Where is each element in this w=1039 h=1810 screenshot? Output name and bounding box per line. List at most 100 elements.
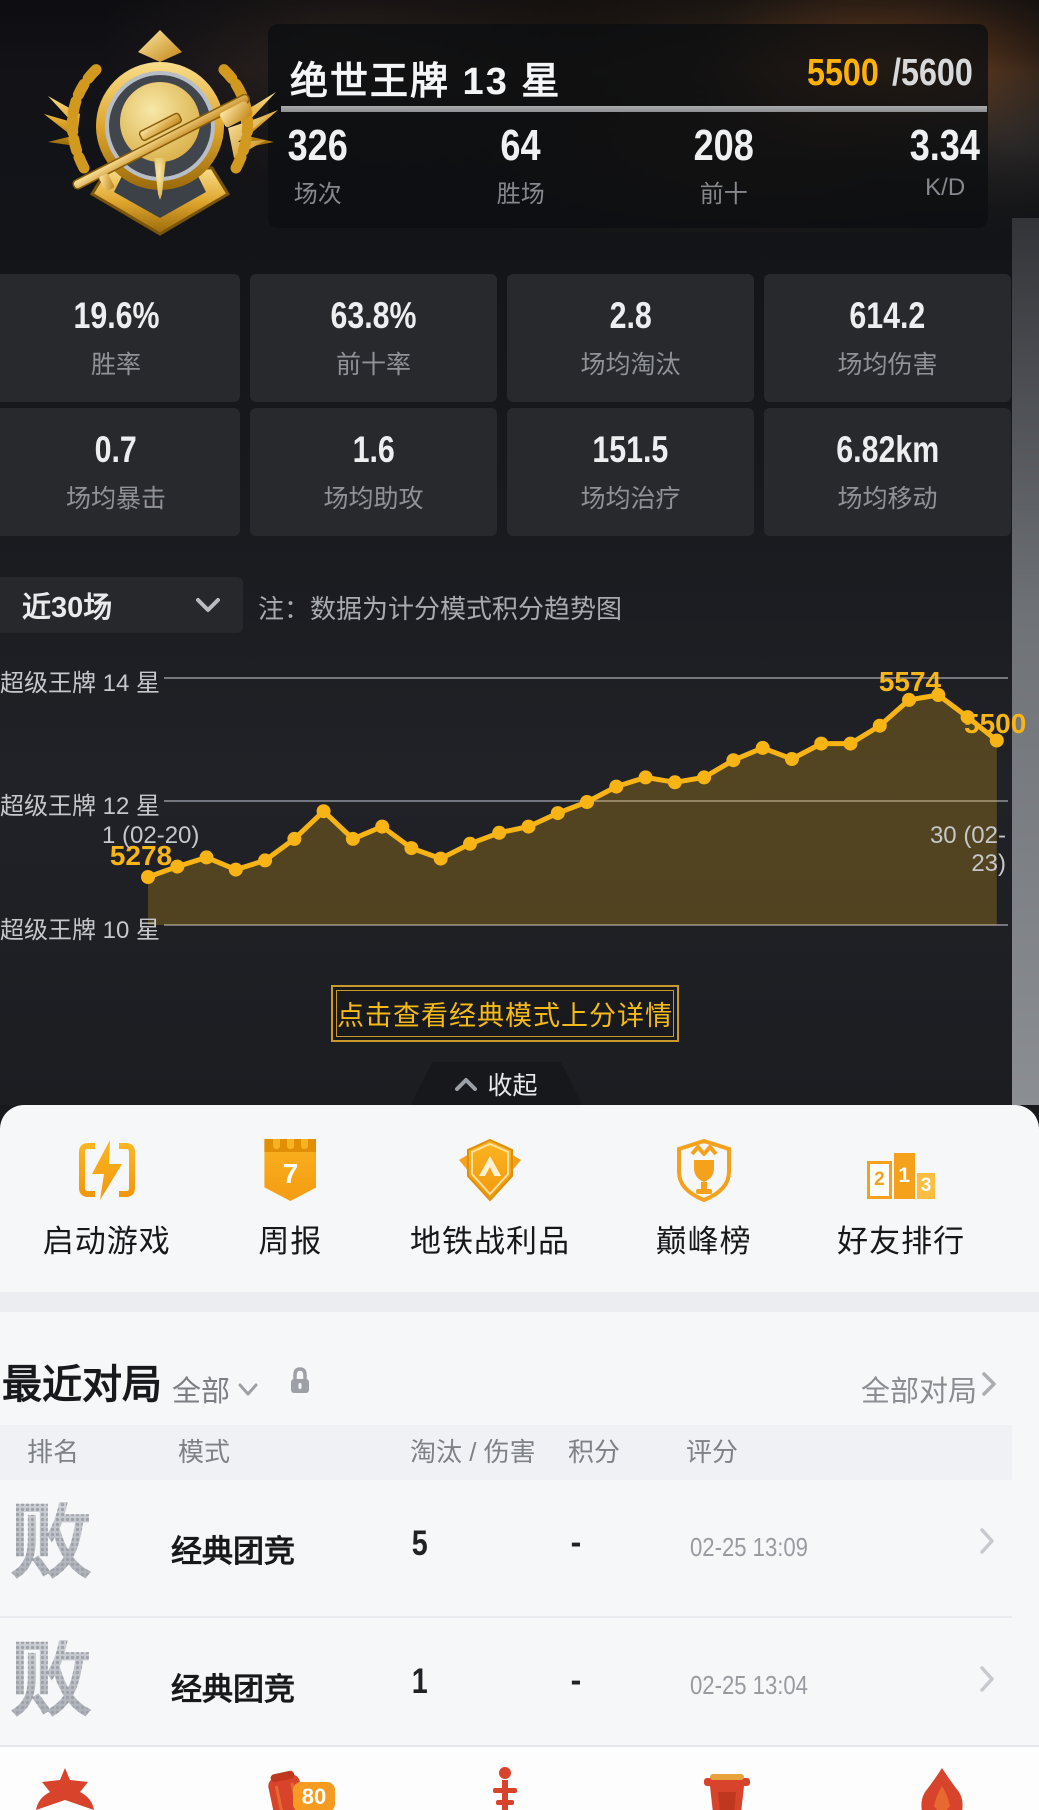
tab-totem-icon[interactable]	[476, 1764, 534, 1810]
stat-label: K/D	[925, 174, 966, 201]
launch-game-icon	[73, 1136, 141, 1204]
card-label: 胜率	[90, 351, 141, 379]
tab-pedestal-icon[interactable]	[698, 1764, 756, 1810]
stat-value: 326	[287, 121, 348, 170]
classic-mode-detail-label: 点击查看经典模式上分详情	[336, 990, 674, 1037]
stat-kd: 3.34 K/D	[902, 122, 988, 209]
gridline-5200	[164, 924, 1008, 926]
match-mode: 经典团竞	[171, 1534, 295, 1569]
weekly-report-icon: 7	[256, 1136, 324, 1204]
stat-wins: 64 胜场	[496, 122, 545, 209]
quick-link-peak-rank[interactable]: 巅峰榜	[656, 1136, 752, 1261]
all-matches-link[interactable]: 全部对局	[860, 1376, 977, 1408]
quick-link-label: 地铁战利品	[409, 1224, 570, 1259]
card-value: 6.82km	[836, 429, 939, 470]
card-label: 前十率	[335, 351, 411, 379]
col-kills-damage: 淘汰 / 伤害	[410, 1437, 536, 1467]
stat-cards-grid: 19.6% 胜率 63.8% 前十率 2.8 场均淘汰 614.2 场均伤害 0…	[0, 274, 1011, 536]
quick-link-friends-rank[interactable]: 2 1 3 好友排行	[837, 1136, 965, 1261]
match-kills: 1	[412, 1662, 428, 1701]
match-row[interactable]: 败 经典团竞 5 - 02-25 13:09	[0, 1480, 1012, 1618]
quick-link-metro-loot[interactable]: 地铁战利品	[410, 1136, 570, 1261]
y-axis-label-10star: 超级王牌 10 星	[0, 917, 161, 944]
chart-annotation-end: 5500	[964, 708, 1027, 739]
calendar-tab	[273, 1139, 281, 1149]
quick-link-label: 巅峰榜	[655, 1224, 752, 1259]
quick-link-label: 周报	[258, 1224, 323, 1259]
stat-value: 3.34	[910, 121, 981, 170]
range-selector-dropdown[interactable]: 近30场	[0, 577, 243, 633]
tab-flame-icon[interactable]	[913, 1764, 971, 1810]
table-header: 排名 模式 淘汰 / 伤害 积分 评分	[0, 1425, 1012, 1480]
podium-third: 3	[916, 1173, 936, 1199]
mode-filter-value: 全部	[172, 1376, 231, 1408]
stat-top10: 208 前十	[687, 122, 760, 209]
tab-home-icon[interactable]	[36, 1764, 94, 1810]
mode-filter-dropdown[interactable]: 全部	[172, 1368, 258, 1410]
stat-value: 208	[693, 121, 754, 170]
stat-label: 胜场	[496, 181, 545, 208]
match-time: 02-25 13:04	[690, 1670, 808, 1700]
lock-icon[interactable]	[288, 1366, 312, 1401]
bottom-tab-bar: 80	[0, 1747, 1039, 1810]
y-axis-label-12star: 超级王牌 12 星	[0, 793, 161, 820]
chart-annotation-peak: 5574	[878, 666, 942, 697]
quick-link-weekly-report[interactable]: 7 周报	[256, 1136, 324, 1261]
card-value: 19.6%	[72, 295, 160, 336]
gridline-5400	[164, 800, 1008, 802]
stat-card-avg-assists: 1.6 场均助攻	[250, 408, 497, 536]
card-value: 614.2	[849, 295, 926, 336]
card-label: 场均暴击	[65, 485, 166, 513]
metro-loot-icon	[456, 1136, 524, 1204]
tabbar-divider	[0, 1745, 1039, 1747]
chevron-down-icon	[196, 598, 220, 612]
chevron-right-icon	[980, 1666, 994, 1697]
col-score: 积分	[568, 1437, 621, 1467]
classic-mode-detail-button[interactable]: 点击查看经典模式上分详情	[331, 985, 679, 1042]
chevron-right-icon	[980, 1528, 994, 1559]
col-rank: 排名	[27, 1437, 80, 1467]
card-value: 151.5	[592, 429, 669, 470]
stat-card-avg-kills: 2.8 场均淘汰	[507, 274, 754, 402]
stat-card-avg-heal: 151.5 场均治疗	[507, 408, 754, 536]
gridline-5600	[164, 677, 1008, 679]
match-row[interactable]: 败 经典团竞 1 - 02-25 13:04	[0, 1618, 1012, 1756]
card-label: 场均助攻	[323, 485, 424, 513]
chevron-up-icon	[455, 1078, 478, 1091]
y-axis-label-14star: 超级王牌 14 星	[0, 670, 161, 697]
podium-first: 1	[893, 1153, 915, 1199]
card-value: 2.8	[609, 295, 652, 336]
podium-second: 2	[867, 1161, 892, 1199]
card-value: 0.7	[94, 429, 138, 470]
hero-overlay-panel	[268, 24, 988, 228]
calendar-tab	[301, 1139, 309, 1149]
section-gap	[0, 1292, 1039, 1312]
range-selector-value: 近30场	[22, 592, 113, 624]
match-mode: 经典团竞	[171, 1672, 295, 1707]
match-kills: 5	[412, 1524, 428, 1563]
card-value: 1.6	[352, 429, 395, 470]
chevron-right-icon[interactable]	[982, 1372, 996, 1401]
stat-card-avg-move: 6.82km 场均移动	[764, 408, 1011, 536]
friends-rank-icon: 2 1 3	[867, 1136, 936, 1204]
collapse-label: 收起	[487, 1072, 538, 1100]
stat-card-top10rate: 63.8% 前十率	[250, 274, 497, 402]
match-result-badge: 败	[10, 1635, 93, 1726]
rank-score: 5500/5600	[807, 52, 987, 95]
match-score: -	[570, 1662, 582, 1698]
x-axis-label-last: 30 (02-23)	[929, 822, 1006, 877]
collapse-button[interactable]: 收起	[410, 1062, 583, 1106]
trend-note: 注：数据为计分模式积分趋势图	[258, 594, 623, 624]
card-label: 场均移动	[837, 485, 938, 513]
col-rating: 评分	[686, 1437, 739, 1467]
match-score: -	[570, 1524, 582, 1560]
stat-card-avg-damage: 614.2 场均伤害	[764, 274, 1011, 402]
calendar-number: 7	[282, 1158, 299, 1189]
recent-matches-title: 最近对局	[2, 1363, 162, 1407]
right-edge-strip	[1012, 218, 1039, 1105]
quick-link-launch-game[interactable]: 启动游戏	[43, 1136, 171, 1261]
rank-title: 绝世王牌 13 星	[290, 61, 562, 103]
calendar-tab	[287, 1139, 295, 1149]
card-label: 场均淘汰	[580, 351, 681, 379]
